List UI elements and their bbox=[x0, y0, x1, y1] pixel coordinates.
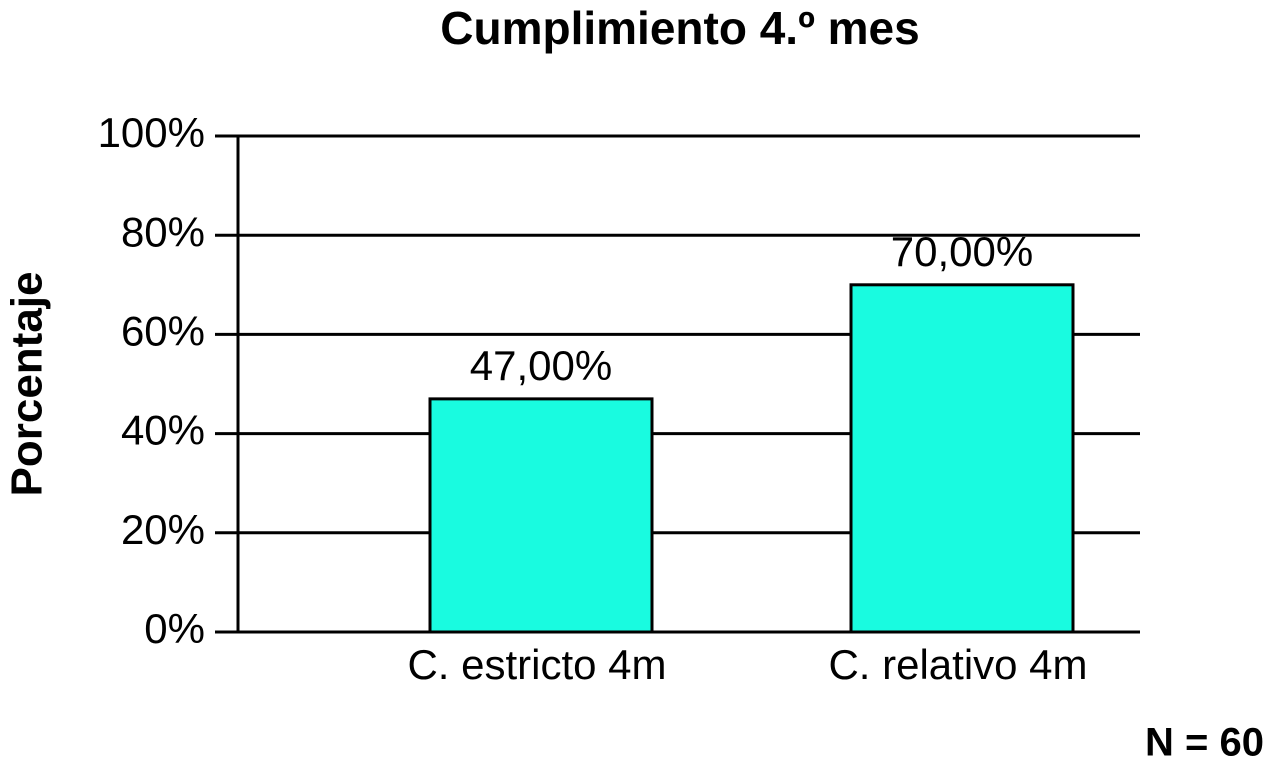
chart-title: Cumplimiento 4.º mes bbox=[440, 2, 919, 54]
y-tick-label: 100% bbox=[98, 109, 205, 156]
y-axis-label: Porcentaje bbox=[3, 272, 52, 497]
y-tick-label: 0% bbox=[144, 605, 205, 652]
value-label: 47,00% bbox=[470, 342, 612, 389]
y-tick-label: 40% bbox=[121, 407, 205, 454]
y-tick-label: 80% bbox=[121, 208, 205, 255]
value-label: 70,00% bbox=[891, 228, 1033, 275]
x-tick-label: C. estricto 4m bbox=[407, 641, 666, 688]
bar bbox=[849, 283, 1075, 634]
x-tick-label: C. relativo 4m bbox=[828, 641, 1087, 688]
y-tick-label: 20% bbox=[121, 506, 205, 553]
annotation: N = 60 bbox=[1145, 721, 1264, 765]
y-tick-label: 60% bbox=[121, 307, 205, 354]
bar bbox=[428, 397, 654, 634]
